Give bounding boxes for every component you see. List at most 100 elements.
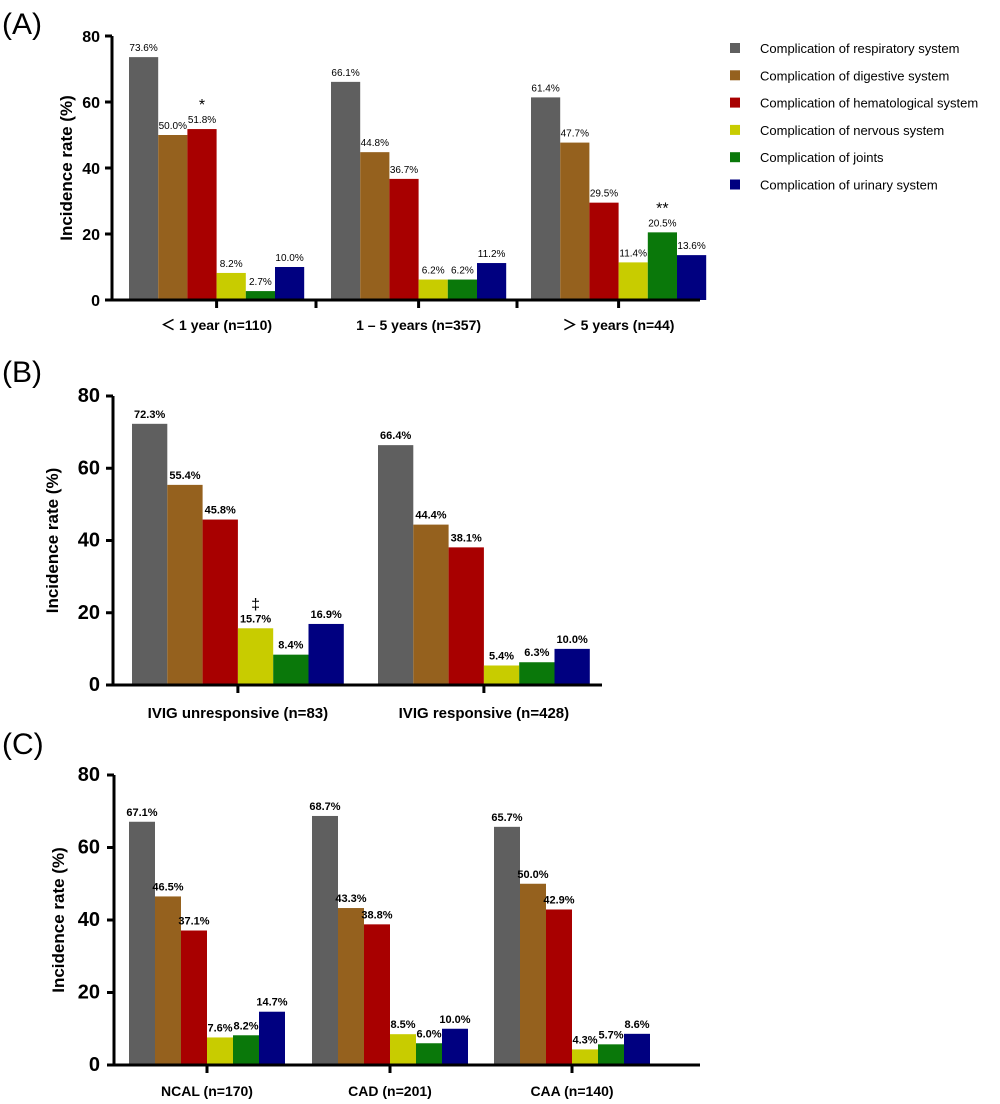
bar bbox=[494, 826, 520, 1065]
bar bbox=[531, 97, 561, 300]
data-label: 42.9% bbox=[543, 894, 574, 906]
bar bbox=[338, 908, 364, 1065]
data-label: 6.3% bbox=[524, 647, 549, 659]
y-tick-label: 60 bbox=[78, 457, 100, 479]
data-label: 8.2% bbox=[233, 1020, 258, 1032]
legend-swatch bbox=[730, 43, 740, 53]
legend-label: Complication of respiratory system bbox=[760, 41, 959, 56]
bar bbox=[416, 1043, 442, 1065]
y-tick-label: 80 bbox=[78, 385, 100, 407]
data-label: 6.2% bbox=[422, 266, 445, 277]
data-label: 10.0% bbox=[275, 253, 303, 264]
legend-label: Complication of joints bbox=[760, 150, 884, 165]
significance-marker: ** bbox=[656, 200, 668, 217]
data-label: 4.3% bbox=[572, 1034, 597, 1046]
y-tick-label: 20 bbox=[78, 602, 100, 624]
data-label: 8.5% bbox=[390, 1019, 415, 1031]
y-tick-label: 40 bbox=[82, 161, 100, 178]
data-label: 38.1% bbox=[451, 532, 482, 544]
bar bbox=[129, 57, 159, 301]
data-label: 29.5% bbox=[590, 189, 618, 200]
data-label: 38.8% bbox=[361, 909, 392, 921]
legend-swatch bbox=[730, 97, 740, 108]
bar bbox=[275, 267, 305, 300]
category-label: NCAL (n=170) bbox=[161, 1083, 253, 1099]
bar bbox=[308, 623, 344, 685]
bar bbox=[520, 883, 546, 1065]
panel-2: (B) Incidence rate (%) 72.3% 66.4% 55.4% 44.4… bbox=[2, 356, 602, 722]
bar bbox=[447, 279, 477, 300]
bar bbox=[364, 924, 390, 1065]
bar bbox=[167, 484, 203, 685]
panel-label: (B) bbox=[2, 356, 42, 389]
y-tick-label: 20 bbox=[78, 982, 100, 1004]
data-label: 10.0% bbox=[557, 634, 588, 646]
category-label: ＜ 1 year (n=110) bbox=[161, 317, 272, 333]
data-label: 37.1% bbox=[178, 916, 209, 928]
bar bbox=[187, 129, 217, 300]
bar bbox=[181, 930, 207, 1065]
legend-swatch bbox=[730, 70, 740, 81]
data-label: 44.4% bbox=[415, 510, 446, 522]
bar bbox=[546, 909, 572, 1065]
category-label: 1 – 5 years (n=357) bbox=[356, 317, 481, 333]
bar bbox=[560, 142, 590, 300]
data-label: 7.6% bbox=[207, 1022, 232, 1034]
category-label: IVIG unresponsive (n=83) bbox=[148, 705, 328, 722]
legend-label: Complication of urinary system bbox=[760, 178, 938, 193]
bar bbox=[483, 665, 520, 685]
bar bbox=[245, 291, 275, 300]
y-tick-label: 0 bbox=[89, 674, 100, 696]
bar bbox=[129, 821, 155, 1065]
data-label: 8.6% bbox=[624, 1019, 649, 1031]
data-label: 51.8% bbox=[188, 115, 216, 126]
y-tick-label: 40 bbox=[78, 530, 100, 552]
data-label: 16.9% bbox=[311, 609, 342, 621]
category-label: CAA (n=140) bbox=[530, 1083, 613, 1099]
data-label: 8.2% bbox=[220, 259, 243, 270]
data-label: 67.1% bbox=[126, 807, 157, 819]
bar bbox=[442, 1028, 468, 1065]
panel-1: (A) Incidence rate (%) 73.6% 66.1% 61.4% 50.0… bbox=[2, 8, 707, 333]
data-label: 66.1% bbox=[331, 68, 359, 79]
y-axis-title: Incidence rate (%) bbox=[43, 468, 62, 614]
panel-label: (C) bbox=[2, 728, 44, 761]
y-tick-label: 0 bbox=[89, 1054, 100, 1076]
bar bbox=[598, 1044, 624, 1065]
bar bbox=[207, 1037, 233, 1065]
bar bbox=[589, 202, 619, 300]
data-label: 13.6% bbox=[677, 241, 705, 252]
bar bbox=[312, 815, 338, 1065]
significance-marker: ‡ bbox=[251, 596, 260, 613]
y-tick-label: 60 bbox=[78, 837, 100, 859]
bar bbox=[413, 524, 449, 685]
data-label: 55.4% bbox=[169, 470, 200, 482]
data-label: 66.4% bbox=[380, 430, 411, 442]
data-label: 45.8% bbox=[205, 505, 236, 517]
y-tick-label: 0 bbox=[91, 293, 100, 310]
bar bbox=[216, 272, 246, 300]
bar bbox=[202, 519, 238, 685]
data-label: 20.5% bbox=[648, 218, 676, 229]
data-label: 61.4% bbox=[531, 83, 559, 94]
bar bbox=[448, 547, 484, 685]
data-label: 72.3% bbox=[134, 409, 165, 421]
panel-label: (A) bbox=[2, 8, 42, 41]
data-label: 6.0% bbox=[416, 1028, 441, 1040]
data-label: 50.0% bbox=[517, 869, 548, 881]
data-label: 47.7% bbox=[561, 129, 589, 140]
category-label: ＞ 5 years (n=44) bbox=[563, 317, 675, 333]
data-label: 15.7% bbox=[240, 613, 271, 625]
bar bbox=[390, 1034, 416, 1065]
bar bbox=[519, 662, 555, 685]
bar bbox=[360, 152, 390, 300]
bar bbox=[477, 263, 507, 300]
legend-swatch bbox=[730, 124, 740, 135]
data-label: 36.7% bbox=[390, 165, 418, 176]
legend-label: Complication of digestive system bbox=[760, 68, 949, 83]
bar bbox=[572, 1049, 598, 1065]
category-label: IVIG responsive (n=428) bbox=[399, 705, 570, 722]
bar bbox=[554, 648, 590, 685]
bar bbox=[647, 232, 677, 300]
